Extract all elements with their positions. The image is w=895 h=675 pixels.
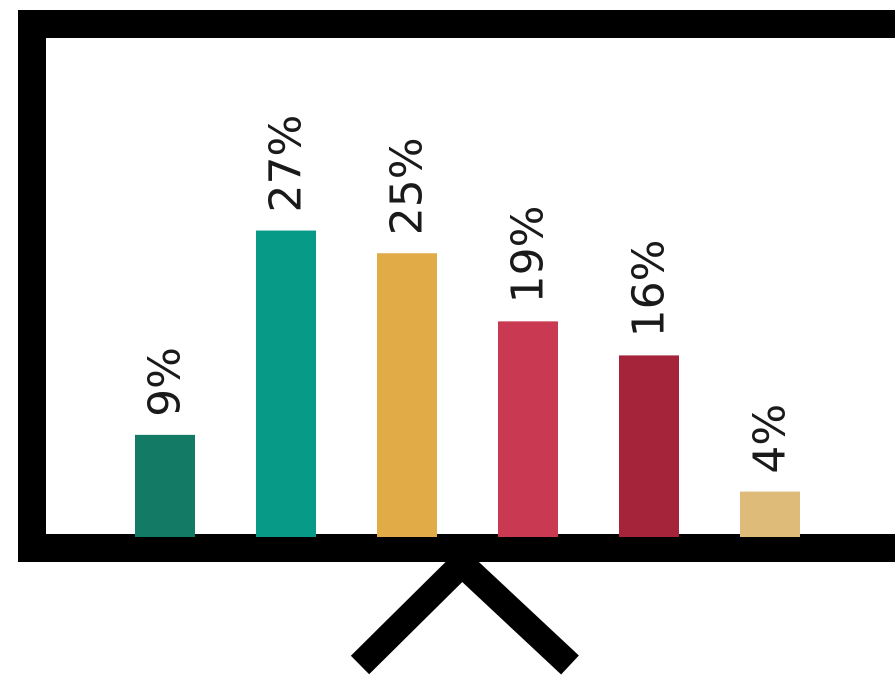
bar-1 <box>135 434 195 537</box>
bar-5 <box>619 355 679 537</box>
bar-value-label-5: 16% <box>624 240 675 338</box>
bar-value-label-4: 19% <box>503 206 554 304</box>
bar-6 <box>740 491 800 537</box>
bar-value-label-3: 25% <box>382 137 433 235</box>
bar-4 <box>498 321 558 537</box>
bar-2 <box>256 230 316 538</box>
bar-value-label-2: 27% <box>261 115 312 213</box>
bars-layer <box>135 230 800 538</box>
labels-layer: 9% 27% 25% 19% 16% 4% <box>140 115 796 474</box>
easel-stand <box>350 545 579 675</box>
bar-3 <box>377 253 437 537</box>
bar-value-label-1: 9% <box>140 347 191 417</box>
board-frame <box>18 10 895 562</box>
bar-value-label-6: 4% <box>745 404 796 474</box>
